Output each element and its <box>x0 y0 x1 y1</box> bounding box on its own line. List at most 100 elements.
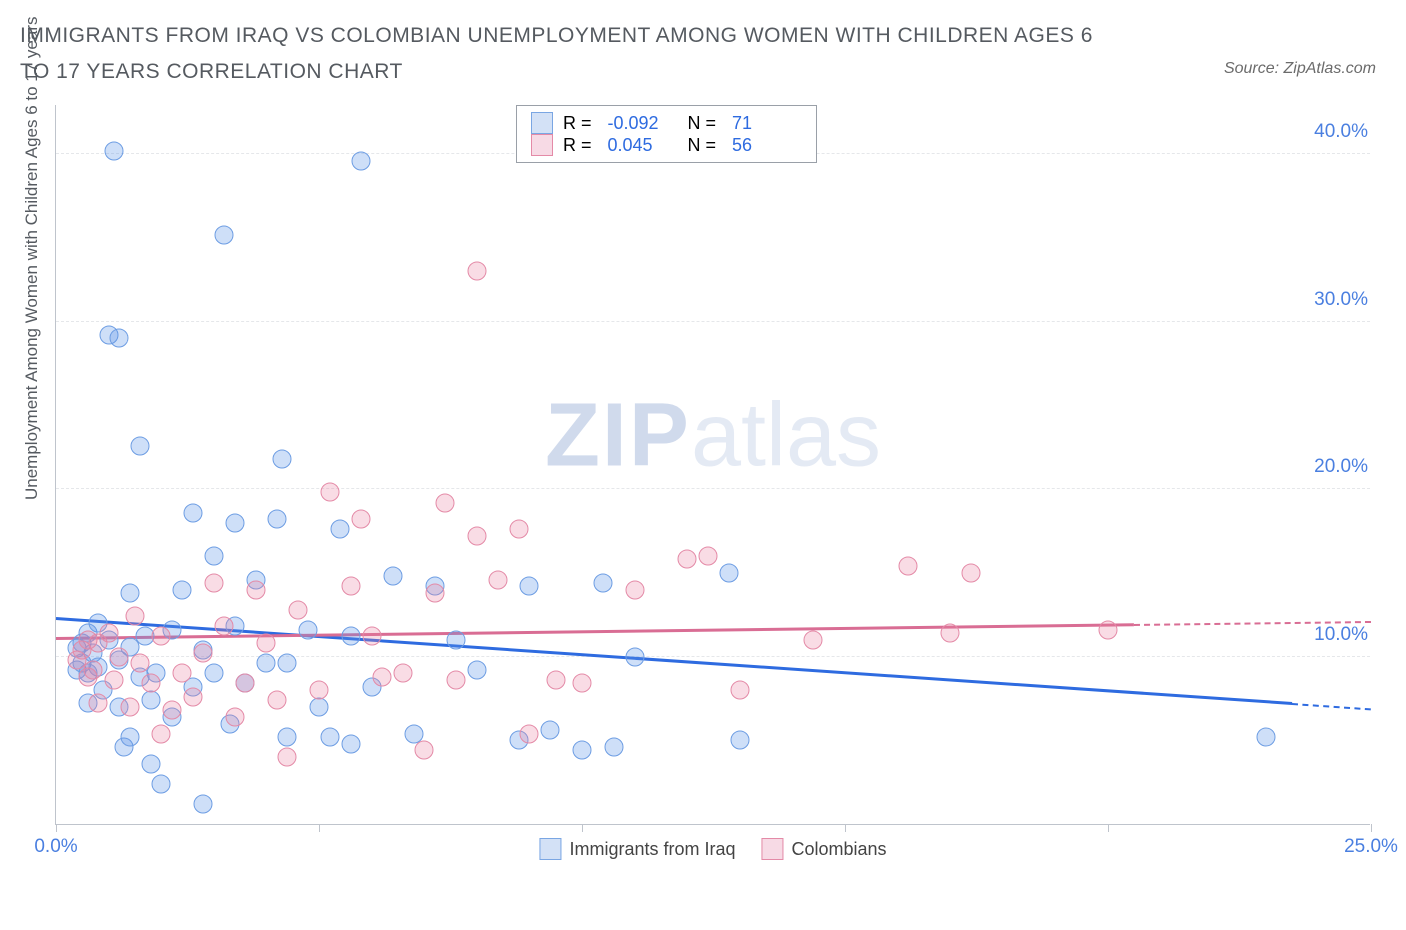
scatter-point <box>278 654 297 673</box>
scatter-point <box>604 737 623 756</box>
scatter-point <box>278 748 297 767</box>
legend-r-value: 0.045 <box>608 135 678 156</box>
scatter-point <box>104 141 123 160</box>
legend-item-colombians: Colombians <box>762 838 887 860</box>
scatter-point <box>120 583 139 602</box>
scatter-point <box>278 727 297 746</box>
scatter-point <box>804 630 823 649</box>
scatter-point <box>89 694 108 713</box>
scatter-point <box>310 697 329 716</box>
legend-swatch-iraq <box>531 112 553 134</box>
scatter-point <box>204 573 223 592</box>
grid-line <box>56 488 1370 489</box>
y-tick-label: 40.0% <box>1310 121 1372 143</box>
scatter-point <box>1099 620 1118 639</box>
scatter-point <box>320 483 339 502</box>
source-credit: Source: ZipAtlas.com <box>1224 60 1376 78</box>
x-tick-mark <box>1108 824 1109 832</box>
scatter-point <box>120 697 139 716</box>
scatter-point <box>1256 727 1275 746</box>
scatter-point <box>246 580 265 599</box>
scatter-point <box>204 547 223 566</box>
x-tick-mark <box>845 824 846 832</box>
grid-line <box>56 321 1370 322</box>
scatter-point <box>546 671 565 690</box>
scatter-point <box>331 520 350 539</box>
scatter-point <box>173 664 192 683</box>
scatter-point <box>383 567 402 586</box>
scatter-point <box>467 527 486 546</box>
scatter-point <box>594 573 613 592</box>
scatter-point <box>183 503 202 522</box>
scatter-point <box>110 647 129 666</box>
legend-stats-box: R = -0.092 N = 71 R = 0.045 N = 56 <box>516 105 817 163</box>
x-tick-label: 25.0% <box>1344 836 1398 858</box>
scatter-point <box>467 660 486 679</box>
scatter-point <box>625 580 644 599</box>
legend-item-iraq: Immigrants from Iraq <box>539 838 735 860</box>
scatter-point <box>699 547 718 566</box>
scatter-point <box>425 583 444 602</box>
legend-r-value: -0.092 <box>608 113 678 134</box>
legend-swatch-colombians <box>762 838 784 860</box>
y-tick-label: 20.0% <box>1310 456 1372 478</box>
scatter-point <box>267 510 286 529</box>
scatter-point <box>310 681 329 700</box>
scatter-point <box>131 436 150 455</box>
x-tick-mark <box>582 824 583 832</box>
scatter-point <box>141 754 160 773</box>
scatter-point <box>446 671 465 690</box>
legend-bottom: Immigrants from Iraq Colombians <box>539 838 886 860</box>
scatter-point <box>99 624 118 643</box>
scatter-point <box>436 493 455 512</box>
scatter-point <box>194 794 213 813</box>
watermark-text-a: ZIP <box>545 385 691 485</box>
legend-stats-row: R = -0.092 N = 71 <box>531 112 802 134</box>
legend-r-label: R = <box>563 135 592 156</box>
scatter-point <box>415 741 434 760</box>
scatter-point <box>520 724 539 743</box>
scatter-point <box>899 557 918 576</box>
x-tick-mark <box>1371 824 1372 832</box>
legend-n-label: N = <box>688 135 717 156</box>
scatter-point <box>225 513 244 532</box>
scatter-point <box>152 724 171 743</box>
legend-r-label: R = <box>563 113 592 134</box>
scatter-point <box>141 674 160 693</box>
scatter-point <box>257 634 276 653</box>
grid-line <box>56 656 1370 657</box>
scatter-point <box>152 627 171 646</box>
scatter-point <box>341 577 360 596</box>
scatter-point <box>104 671 123 690</box>
scatter-point <box>299 620 318 639</box>
scatter-point <box>341 734 360 753</box>
x-tick-label: 0.0% <box>34 836 77 858</box>
scatter-point <box>352 510 371 529</box>
scatter-point <box>183 687 202 706</box>
watermark: ZIPatlas <box>545 384 881 487</box>
scatter-point <box>394 664 413 683</box>
scatter-point <box>373 667 392 686</box>
chart-title: IMMIGRANTS FROM IRAQ VS COLOMBIAN UNEMPL… <box>20 18 1120 89</box>
trend-line <box>1292 703 1371 710</box>
scatter-point <box>730 731 749 750</box>
legend-n-label: N = <box>688 113 717 134</box>
scatter-point <box>215 225 234 244</box>
scatter-point <box>446 630 465 649</box>
scatter-point <box>341 627 360 646</box>
scatter-point <box>141 691 160 710</box>
scatter-point <box>120 727 139 746</box>
legend-label: Colombians <box>792 839 887 860</box>
y-tick-label: 10.0% <box>1310 624 1372 646</box>
scatter-point <box>962 563 981 582</box>
scatter-point <box>204 664 223 683</box>
scatter-point <box>520 577 539 596</box>
scatter-plot: ZIPatlas R = -0.092 N = 71 R = 0.045 N =… <box>55 105 1370 825</box>
scatter-point <box>257 654 276 673</box>
watermark-text-b: atlas <box>691 385 881 485</box>
scatter-point <box>320 727 339 746</box>
scatter-point <box>678 550 697 569</box>
scatter-point <box>541 721 560 740</box>
scatter-point <box>720 563 739 582</box>
legend-n-value: 56 <box>732 135 802 156</box>
